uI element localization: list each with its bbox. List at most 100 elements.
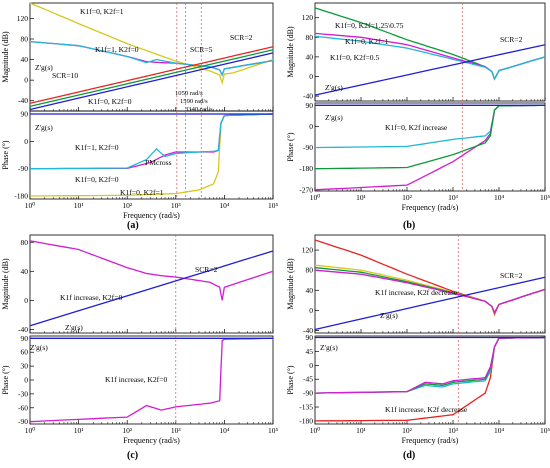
- annot-a-scr2: SCR=2: [230, 33, 253, 42]
- y-tick-label: -90: [303, 143, 313, 152]
- y-tick-label: -135: [299, 403, 313, 412]
- series-line: [29, 52, 274, 111]
- x-tick-label: 10⁴: [494, 426, 505, 435]
- panel-0-phase-axes: 10⁰ 10¹ 10² 10³ 10⁴ 10⁵ -180 -90 0 90 Phase (°) Fre…: [1, 110, 278, 220]
- y-tick-label: 0: [24, 376, 28, 385]
- panel-3-phase-axes: 10⁰ 10¹ 10² 10³ 10⁴ 10⁵ -180 -135 -90 -45 0 45 90 Pha…: [286, 333, 550, 445]
- series-line: [29, 40, 274, 77]
- y-axis-label: Magnitude (dB): [1, 258, 10, 310]
- panel-2-magnitude-axes: -40 0 40 80 Magnitude (dB): [1, 234, 274, 334]
- y-axis-label: Phase (°): [286, 132, 295, 162]
- y-tick-label: 90: [306, 101, 314, 110]
- panel-1-phase-axes: 10⁰ 10¹ 10² 10³ 10⁴ 10⁵ -270 -180 -90 0 90 Phase (°…: [286, 101, 550, 212]
- y-tick-label: -40: [18, 96, 28, 105]
- x-tick-label: 10²: [122, 201, 133, 210]
- series-line: [29, 113, 274, 170]
- y-tick-label: -90: [18, 417, 28, 426]
- series-line: [29, 337, 274, 423]
- y-tick-label: -90: [18, 164, 28, 173]
- y-tick-label: 80: [306, 266, 314, 275]
- y-tick-label: 120: [17, 14, 29, 23]
- annot-c-phase-zg: Z'g(s): [30, 343, 48, 352]
- panel-b-annotations: K1f=0, K2f=1.25\0.75 K1f=0, K2f=1 K1f=0,…: [325, 21, 523, 132]
- label-a: (a): [127, 220, 139, 231]
- annot-b-k2f125: K1f=0, K2f=1.25\0.75: [335, 21, 404, 30]
- panel-2-phase-axes: 10⁰ 10¹ 10² 10³ 10⁴ 10⁵ -90 -60 -30 0 30 60 90 Phase …: [1, 334, 278, 445]
- y-axis-label: Magnitude (dB): [1, 31, 10, 83]
- annot-a-k1f0-k2f1: K1f=0, K2f=1: [80, 7, 124, 16]
- y-tick-label: 90: [306, 333, 314, 342]
- annot-a-phase-pm: PMcross: [145, 158, 172, 167]
- axes-frame: [29, 110, 274, 200]
- axes-frame: [314, 234, 546, 334]
- y-axis-label: Phase (°): [1, 365, 10, 395]
- series-line: [314, 104, 546, 170]
- panel-0-magnitude-axes: -40 0 40 80 120 Magnitude (dB): [1, 2, 274, 112]
- x-tick-label: 10²: [402, 193, 413, 202]
- annot-b-k2f05: K1f=0, K2f=0.5: [330, 53, 379, 62]
- annot-b-phase-zg: Z'g(s): [325, 113, 343, 122]
- series-line: [29, 49, 274, 108]
- series-line: [314, 336, 546, 394]
- x-tick-label: 10⁵: [540, 193, 550, 202]
- panels: -40 0 40 80 120 Magnitude (dB) 10⁰ 10¹ 10² 10³ 10⁴…: [1, 2, 550, 445]
- annot-c-scr2: SCR=2: [195, 265, 218, 274]
- label-c: (c): [127, 450, 138, 461]
- y-tick-label: 0: [309, 361, 313, 370]
- panel-1-magnitude-axes: -40 0 40 80 120 Magnitude (dB): [286, 2, 546, 102]
- annot-c-k1f: K1f increase, K2f=0: [60, 293, 122, 302]
- y-tick-label: 60: [21, 348, 29, 357]
- x-axis-label: Frequency (rad/s): [123, 211, 180, 220]
- y-tick-label: 0: [24, 296, 28, 305]
- x-tick-label: 10³: [171, 201, 182, 210]
- annot-c-zg: Z'g(s): [65, 323, 83, 332]
- annot-d-phase-k1f: K1f increase, K2f decrease: [385, 405, 468, 414]
- x-axis-label: Frequency (rad/s): [402, 203, 459, 212]
- y-tick-label: -180: [299, 416, 313, 425]
- y-tick-label: 30: [21, 362, 29, 371]
- x-tick-label: 10⁵: [540, 426, 550, 435]
- y-tick-label: -60: [18, 403, 28, 412]
- annot-b-scr2: SCR=2: [500, 35, 523, 44]
- y-tick-label: 45: [306, 347, 314, 356]
- y-tick-label: -30: [18, 389, 28, 398]
- x-tick-label: 10⁰: [310, 193, 321, 202]
- annot-a-k1f1-k2f0: K1f=1, K2f=0: [95, 45, 139, 54]
- x-axis-label: Frequency (rad/s): [402, 436, 459, 445]
- x-tick-label: 10⁴: [219, 426, 230, 435]
- y-tick-label: 80: [306, 33, 314, 42]
- axes-frame: [314, 2, 546, 102]
- x-tick-label: 10⁰: [310, 426, 321, 435]
- y-tick-label: -180: [299, 164, 313, 173]
- label-d: (d): [403, 450, 415, 461]
- x-tick-label: 10¹: [74, 426, 84, 435]
- y-tick-label: 40: [21, 267, 29, 276]
- y-tick-label: 120: [302, 246, 314, 255]
- annot-a-scr5: SCR=5: [190, 45, 213, 54]
- annot-b-zg: Z'g(s): [325, 83, 343, 92]
- y-tick-label: 0: [309, 122, 313, 131]
- annot-b-phase-k2f: K1f=0, K2f increase: [385, 123, 448, 132]
- annot-d-zg: Z'g(s): [380, 311, 398, 320]
- annot-a-1590: 1590 rad/s: [180, 98, 208, 105]
- x-tick-label: 10⁴: [219, 201, 230, 210]
- annot-b-k2f1: K1f=0, K2f=1: [345, 37, 389, 46]
- y-axis-label: Phase (°): [286, 365, 295, 395]
- series-line: [314, 269, 546, 314]
- series-line: [314, 44, 546, 96]
- y-tick-label: -40: [303, 326, 313, 335]
- panel-c-annotations: SCR=2 K1f increase, K2f=0 Z'g(s) Z'g(s) …: [30, 265, 218, 384]
- y-tick-label: 90: [21, 110, 29, 119]
- y-tick-label: -45: [303, 375, 313, 384]
- annot-a-zg: Z'g(s): [35, 63, 53, 72]
- series-line: [314, 35, 546, 81]
- x-tick-label: 10⁴: [494, 193, 505, 202]
- x-tick-label: 10³: [448, 193, 459, 202]
- x-tick-label: 10³: [171, 426, 182, 435]
- y-axis-label: Phase (°): [1, 140, 10, 170]
- annot-a-1050: 1050 rad/s: [175, 90, 203, 97]
- x-tick-label: 10⁵: [268, 201, 279, 210]
- x-tick-label: 10¹: [356, 193, 366, 202]
- x-tick-label: 10³: [448, 426, 459, 435]
- annot-a-phase-k1f1: K1f=1, K2f=0: [75, 143, 119, 152]
